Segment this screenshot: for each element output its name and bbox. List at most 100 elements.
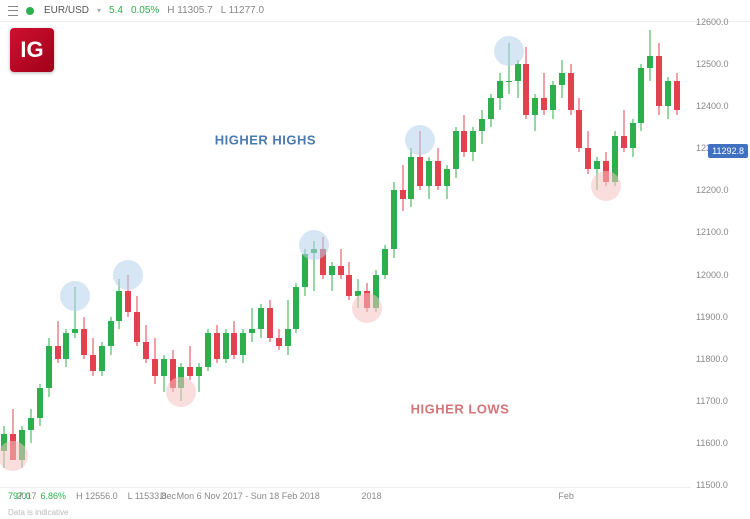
candle[interactable] [46, 22, 52, 485]
change-value: 5.4 [109, 5, 123, 16]
candle[interactable] [187, 22, 193, 485]
status-line: 797.0 6.86% H 12556.0 L 11533.8 Mon 6 No… [8, 491, 320, 501]
chart-header: EUR/USD ▾ 5.4 0.05% H 11305.7 L 11277.0 [0, 0, 750, 22]
candle[interactable] [638, 22, 644, 485]
candle[interactable] [214, 22, 220, 485]
xtick-label: Feb [558, 491, 574, 501]
candle[interactable] [338, 22, 344, 485]
ytick-label: 11500.0 [696, 480, 728, 490]
candle[interactable] [205, 22, 211, 485]
candle[interactable] [576, 22, 582, 485]
candle[interactable] [647, 22, 653, 485]
candle[interactable] [346, 22, 352, 485]
candle[interactable] [231, 22, 237, 485]
candle[interactable] [90, 22, 96, 485]
ytick-label: 12400.0 [696, 101, 729, 111]
candle[interactable] [665, 22, 671, 485]
candle[interactable] [170, 22, 176, 485]
candle[interactable] [355, 22, 361, 485]
candle[interactable] [276, 22, 282, 485]
candle[interactable] [594, 22, 600, 485]
higher-high-marker [299, 230, 329, 260]
candle[interactable] [364, 22, 370, 485]
ytick-label: 12600.0 [696, 17, 729, 27]
candle[interactable] [108, 22, 114, 485]
xtick-label: 2018 [362, 491, 382, 501]
chart-annotation: HIGHER HIGHS [215, 132, 316, 147]
candle[interactable] [152, 22, 158, 485]
footer-note: Data is indicative [8, 508, 68, 517]
candle[interactable] [63, 22, 69, 485]
candle[interactable] [196, 22, 202, 485]
higher-high-marker [494, 36, 524, 66]
candle[interactable] [267, 22, 273, 485]
candle[interactable] [382, 22, 388, 485]
candle[interactable] [621, 22, 627, 485]
menu-icon[interactable] [8, 6, 18, 16]
candle[interactable] [161, 22, 167, 485]
candle[interactable] [550, 22, 556, 485]
ytick-label: 11900.0 [696, 312, 728, 322]
higher-low-marker [591, 171, 621, 201]
candle[interactable] [400, 22, 406, 485]
candle[interactable] [258, 22, 264, 485]
ytick-label: 12200.0 [696, 185, 729, 195]
candle[interactable] [249, 22, 255, 485]
candle[interactable] [630, 22, 636, 485]
higher-low-marker [166, 377, 196, 407]
candle[interactable] [81, 22, 87, 485]
candle[interactable] [125, 22, 131, 485]
candle[interactable] [391, 22, 397, 485]
candle[interactable] [55, 22, 61, 485]
candle[interactable] [223, 22, 229, 485]
candle[interactable] [37, 22, 43, 485]
current-price-indicator: 11292.8 [708, 144, 748, 158]
candle[interactable] [134, 22, 140, 485]
candle[interactable] [178, 22, 184, 485]
change-pct: 0.05% [131, 5, 159, 16]
higher-high-marker [113, 260, 143, 290]
candle[interactable] [10, 22, 16, 485]
symbol-chevron[interactable]: ▾ [97, 6, 101, 15]
high-label: H 11305.7 [167, 5, 212, 16]
candle[interactable] [674, 22, 680, 485]
candle[interactable] [603, 22, 609, 485]
candle[interactable] [293, 22, 299, 485]
status-daterange: Mon 6 Nov 2017 - Sun 18 Feb 2018 [177, 491, 320, 501]
candle[interactable] [515, 22, 521, 485]
status-high: H 12556.0 [76, 491, 118, 501]
candle[interactable] [532, 22, 538, 485]
candle[interactable] [612, 22, 618, 485]
candle[interactable] [373, 22, 379, 485]
candle[interactable] [99, 22, 105, 485]
higher-high-marker [60, 281, 90, 311]
candle[interactable] [19, 22, 25, 485]
candle[interactable] [559, 22, 565, 485]
candle[interactable] [116, 22, 122, 485]
ytick-label: 11600.0 [696, 438, 728, 448]
status-dot [26, 7, 34, 15]
candle[interactable] [656, 22, 662, 485]
symbol-label[interactable]: EUR/USD [44, 5, 89, 16]
candle[interactable] [541, 22, 547, 485]
ytick-label: 12500.0 [696, 59, 729, 69]
candle[interactable] [585, 22, 591, 485]
low-label: L 11277.0 [221, 5, 264, 16]
candle[interactable] [523, 22, 529, 485]
candle[interactable] [1, 22, 7, 485]
higher-high-marker [405, 125, 435, 155]
price-axis: 11500.011600.011700.011800.011900.012000… [690, 22, 750, 485]
candle[interactable] [72, 22, 78, 485]
candle[interactable] [240, 22, 246, 485]
chart-annotation: HIGHER LOWS [411, 402, 510, 417]
candle[interactable] [28, 22, 34, 485]
ytick-label: 12100.0 [696, 227, 729, 237]
status-low: L 11533.8 [128, 491, 167, 501]
candle[interactable] [285, 22, 291, 485]
candle[interactable] [329, 22, 335, 485]
candlestick-chart[interactable]: HIGHER HIGHS HIGHER LOWS [0, 22, 690, 485]
candle[interactable] [143, 22, 149, 485]
candle[interactable] [568, 22, 574, 485]
ytick-label: 11700.0 [696, 396, 728, 406]
status-change: 797.0 [8, 491, 31, 501]
